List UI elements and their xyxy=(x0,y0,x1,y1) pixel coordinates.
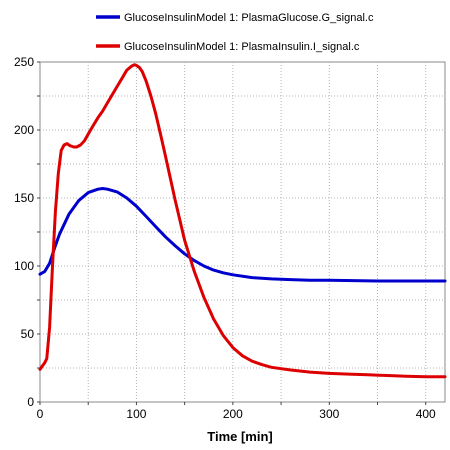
x-tick-label: 400 xyxy=(416,407,436,421)
legend: GlucoseInsulinModel 1: PlasmaGlucose.G_s… xyxy=(96,12,374,53)
y-tick-label: 0 xyxy=(27,395,34,409)
y-tick-label: 100 xyxy=(14,259,34,273)
x-tick-label: 300 xyxy=(319,407,339,421)
x-tick-label: 100 xyxy=(126,407,146,421)
x-tick-label: 200 xyxy=(223,407,243,421)
series-line-glucose xyxy=(38,187,447,283)
legend-label-glucose: GlucoseInsulinModel 1: PlasmaGlucose.G_s… xyxy=(124,12,374,24)
legend-label-insulin: GlucoseInsulinModel 1: PlasmaInsulin.I_s… xyxy=(124,41,360,53)
series-line-insulin xyxy=(38,63,447,379)
x-tick-label: 0 xyxy=(37,407,44,421)
y-tick-label: 150 xyxy=(14,191,34,205)
series-group xyxy=(38,63,447,379)
axes: 0 100 200 300 400 0 50 100 150 200 250 xyxy=(14,55,436,421)
x-axis-label: Time [min] xyxy=(207,429,273,444)
y-tick-label: 50 xyxy=(21,327,35,341)
y-tick-label: 200 xyxy=(14,123,34,137)
y-tick-label: 250 xyxy=(14,55,34,69)
